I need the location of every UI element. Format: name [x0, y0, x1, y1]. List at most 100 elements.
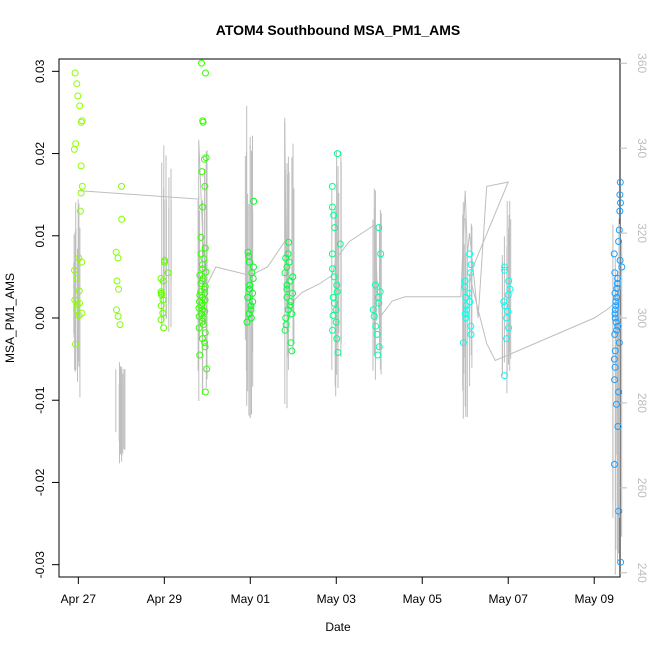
- data-point: [247, 302, 255, 310]
- data-point: [500, 372, 508, 380]
- data-point: [197, 233, 205, 241]
- data-point: [328, 203, 336, 211]
- data-point: [616, 191, 624, 199]
- data-point: [282, 254, 290, 262]
- data-point: [466, 250, 474, 258]
- data-point: [245, 310, 253, 318]
- data-point: [160, 324, 168, 332]
- data-point: [617, 199, 624, 207]
- data-point: [612, 298, 620, 306]
- data-point: [504, 307, 512, 315]
- data-point: [287, 298, 295, 306]
- data-point: [250, 197, 258, 205]
- data-point: [287, 339, 295, 347]
- data-point: [610, 250, 618, 258]
- data-point: [201, 329, 209, 337]
- data-point: [611, 306, 619, 314]
- data-point: [199, 321, 207, 329]
- y2-tick-label: 280: [635, 393, 649, 413]
- data-point: [336, 240, 344, 248]
- y2-tick-label: 360: [635, 53, 649, 73]
- y2-axis: 240 260 280 300 320 340 360: [620, 53, 649, 583]
- data-point: [197, 302, 205, 310]
- data-point: [614, 322, 622, 330]
- data-point: [157, 316, 165, 324]
- data-point: [611, 314, 619, 322]
- plot-frame: [58, 58, 621, 578]
- data-point: [328, 250, 336, 258]
- data-point: [201, 343, 209, 351]
- data-point: [288, 347, 296, 355]
- data-point: [332, 318, 340, 326]
- data-point: [283, 281, 291, 289]
- data-point: [612, 302, 620, 310]
- data-point: [613, 400, 620, 408]
- data-point: [195, 304, 203, 312]
- data-point: [249, 289, 257, 297]
- y-tick-label: 0.02: [33, 142, 47, 166]
- x-axis: Apr 27 Apr 29 May 01 May 03 May 05 May 07 May …: [61, 576, 614, 606]
- data-point: [329, 312, 337, 319]
- data-point: [73, 275, 81, 282]
- data-point: [200, 155, 208, 163]
- data-point: [78, 258, 86, 266]
- data-point: [195, 312, 203, 320]
- data-point: [615, 226, 623, 234]
- data-point: [199, 261, 206, 269]
- data-point: [281, 326, 289, 334]
- data-point: [199, 203, 207, 211]
- y-axis-label: MSA_PM1_AMS: [3, 273, 17, 363]
- data-point: [114, 312, 122, 320]
- data-point: [114, 254, 122, 262]
- data-point: [372, 281, 379, 289]
- data-point: [618, 263, 626, 271]
- data-point: [249, 298, 257, 306]
- data-point: [75, 312, 83, 319]
- data-point: [333, 281, 341, 289]
- data-point: [611, 310, 619, 318]
- data-point: [201, 244, 209, 252]
- data-point: [504, 291, 512, 299]
- y2-tick-label: 340: [635, 138, 649, 158]
- data-point: [331, 224, 339, 232]
- data-point: [330, 299, 338, 307]
- data-point: [467, 269, 474, 277]
- data-point: [615, 238, 623, 245]
- y-tick-label: -0.01: [33, 386, 47, 414]
- data-point: [616, 256, 624, 264]
- data-point: [202, 69, 209, 77]
- data-point: [158, 291, 165, 299]
- data-point: [377, 250, 385, 258]
- data-point: [289, 289, 297, 297]
- data-point: [329, 326, 336, 334]
- data-point: [613, 326, 621, 334]
- data-point: [244, 293, 252, 301]
- data-point: [328, 182, 336, 190]
- data-point: [286, 302, 294, 310]
- data-point: [333, 288, 341, 296]
- data-point: [202, 268, 210, 276]
- data-point: [201, 182, 209, 190]
- data-point: [73, 306, 81, 314]
- x-tick-label: Apr 29: [147, 592, 183, 606]
- data-point: [615, 339, 623, 347]
- data-point: [73, 80, 81, 88]
- data-point: [196, 351, 204, 359]
- data-point: [617, 558, 625, 566]
- data-point: [370, 312, 378, 320]
- data-point: [615, 507, 623, 515]
- data-point: [611, 269, 619, 277]
- data-point: [282, 314, 290, 322]
- data-point: [611, 460, 618, 468]
- data-point: [244, 248, 252, 256]
- data-point: [501, 263, 509, 271]
- data-point: [611, 330, 619, 338]
- data-point: [505, 324, 513, 332]
- data-point: [76, 102, 84, 110]
- data-point: [503, 335, 511, 343]
- data-points-layer: [70, 59, 626, 566]
- data-point: [332, 306, 340, 314]
- y-tick-label: 0.03: [33, 59, 47, 83]
- data-point: [461, 283, 469, 291]
- data-point: [245, 258, 253, 266]
